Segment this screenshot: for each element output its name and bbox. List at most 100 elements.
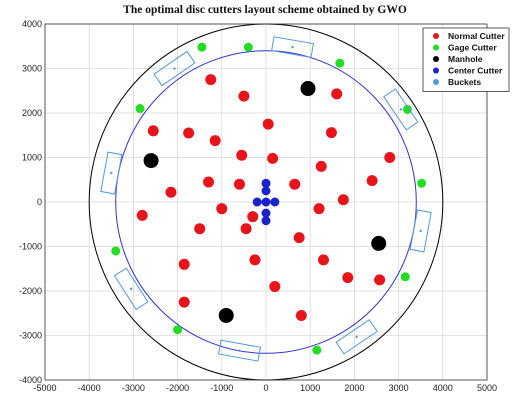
- bucket-rect: [383, 88, 419, 131]
- manhole-point: [143, 153, 159, 169]
- bucket-center: [399, 108, 403, 111]
- y-tick-label: 1000: [22, 153, 42, 163]
- legend-label-normal-cutter: Normal Cutter: [448, 31, 505, 41]
- normal-cutter-point: [178, 258, 190, 270]
- gage-cutter-point: [400, 272, 410, 282]
- plot-frame: [44, 23, 488, 381]
- normal-cutter-point: [165, 186, 177, 198]
- normal-cutter-point: [262, 118, 274, 130]
- center-cutter-point: [261, 186, 271, 196]
- normal-cutter-point: [233, 178, 245, 190]
- bucket-center: [419, 229, 422, 233]
- normal-cutter-point: [295, 309, 307, 321]
- normal-cutter-point: [267, 152, 279, 164]
- buckets-marker: [100, 151, 123, 195]
- y-tick-label: 3000: [22, 64, 42, 74]
- normal-cutter-point: [238, 90, 250, 102]
- x-tick-label: 1000: [300, 383, 320, 393]
- y-tick-label: 4000: [22, 19, 42, 29]
- normal-cutter-point: [216, 203, 228, 215]
- normal-cutter-point: [384, 152, 396, 163]
- gage-cutter-point: [197, 42, 207, 52]
- y-tick-label: -3000: [19, 331, 42, 341]
- normal-cutter-point: [293, 232, 305, 244]
- y-tick-label: 0: [37, 197, 42, 207]
- bucket-center: [110, 171, 113, 175]
- center-cutter-point: [261, 197, 271, 207]
- bucket-rect: [100, 151, 123, 195]
- x-tick-label: 0: [263, 383, 268, 393]
- legend-label-center-cutter: Center Cutter: [448, 66, 503, 76]
- normal-cutter-point: [236, 149, 248, 161]
- x-tick-label: -1000: [210, 383, 233, 393]
- buckets-marker: [335, 319, 378, 355]
- bucket-rect: [217, 339, 261, 362]
- data-points: [100, 36, 432, 362]
- center-cutter-point: [261, 208, 271, 218]
- x-tick-label: 3000: [389, 383, 409, 393]
- gage-cutter-point: [111, 246, 121, 256]
- normal-cutter-point: [313, 203, 325, 215]
- normal-cutter-point: [178, 296, 190, 308]
- x-tick-label: 2000: [344, 383, 364, 393]
- normal-cutter-point: [342, 272, 354, 284]
- buckets-marker: [271, 36, 314, 59]
- normal-cutter-point: [325, 127, 337, 139]
- x-tick-label: -5000: [33, 383, 56, 393]
- normal-cutter-point: [366, 175, 378, 187]
- normal-cutter-point: [249, 254, 261, 266]
- normal-cutter-point: [205, 74, 217, 86]
- normal-cutter-point: [337, 194, 349, 206]
- manhole-point: [300, 81, 316, 97]
- x-tick-label: -4000: [78, 383, 101, 393]
- bucket-center: [355, 335, 358, 339]
- legend-label-gage-cutter: Gage Cutter: [448, 43, 497, 53]
- gage-cutter-point: [243, 42, 253, 52]
- bucket-rect: [409, 209, 432, 253]
- bucket-center: [291, 45, 294, 49]
- normal-cutter-point: [289, 178, 301, 190]
- buckets-marker: [409, 209, 432, 253]
- normal-cutter-point: [315, 160, 327, 172]
- normal-cutter-point: [203, 176, 215, 188]
- normal-cutter-point: [194, 223, 206, 235]
- center-cutter-point: [252, 197, 262, 207]
- legend-label-manhole: Manhole: [448, 54, 483, 64]
- x-tick-label: 5000: [477, 383, 497, 393]
- normal-cutter-point: [147, 125, 159, 137]
- center-cutter-point: [261, 178, 271, 188]
- gage-cutter-point: [173, 325, 183, 335]
- y-tick-label: 2000: [22, 108, 42, 118]
- chart-title: The optimal disc cutters layout scheme o…: [123, 4, 407, 16]
- y-tick-label: -1000: [19, 242, 42, 252]
- bucket-rect: [153, 50, 196, 87]
- legend-swatch-normal-cutter: [433, 33, 439, 39]
- legend-swatch-center-cutter: [433, 67, 439, 74]
- normal-cutter-point: [374, 274, 386, 286]
- bucket-center: [238, 349, 241, 352]
- manhole-point: [218, 307, 234, 323]
- bucket-center: [129, 287, 133, 290]
- bucket-rect: [271, 36, 314, 59]
- bucket-rect: [335, 319, 378, 355]
- x-tick-label: -2000: [166, 383, 189, 393]
- x-tick-label: -3000: [122, 383, 145, 393]
- gage-cutter-point: [335, 58, 345, 68]
- normal-cutter-point: [240, 223, 252, 235]
- legend-swatch-buckets: [433, 79, 439, 85]
- y-tick-label: -2000: [19, 286, 42, 296]
- gage-cutter-point: [135, 104, 145, 114]
- gage-cutter-point: [312, 345, 322, 355]
- normal-cutter-point: [247, 211, 259, 223]
- legend-swatch-manhole: [433, 56, 439, 62]
- center-cutter-point: [270, 197, 280, 207]
- normal-cutter-point: [209, 135, 221, 147]
- x-tick-label: 4000: [433, 383, 453, 393]
- normal-cutter-point: [183, 127, 195, 139]
- axis-ticks: -5000 -4000 -3000 -2000 -1000 0 1000 2000 3000 40…: [19, 19, 497, 393]
- gage-cutter-point: [417, 178, 427, 188]
- normal-cutter-point: [331, 88, 343, 100]
- buckets-marker: [113, 267, 149, 311]
